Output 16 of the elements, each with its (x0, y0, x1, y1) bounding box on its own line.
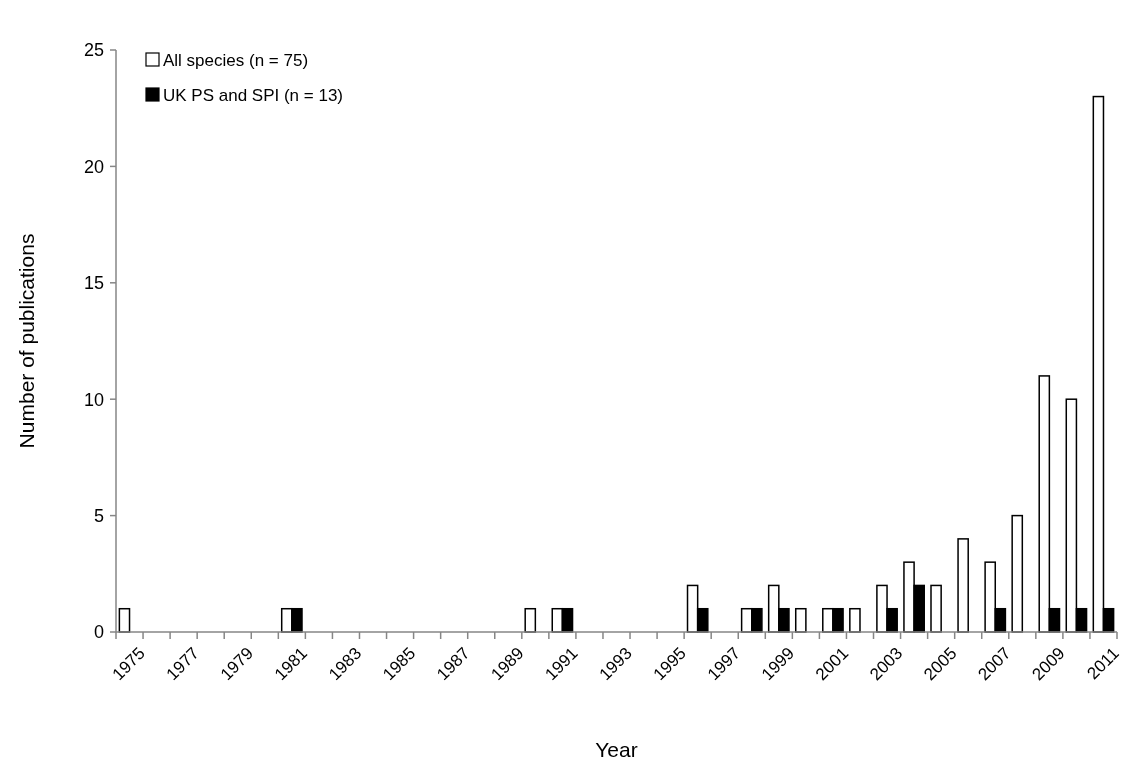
y-tick-label: 5 (93, 505, 104, 526)
y-tick-label: 20 (83, 156, 104, 177)
bar (957, 538, 969, 633)
y-tick-label: 10 (83, 389, 104, 410)
x-axis-title: Year (595, 738, 638, 761)
y-tick-label: 0 (93, 622, 104, 643)
y-tick-label: 15 (83, 273, 104, 294)
y-axis-title: Number of publications (15, 233, 38, 449)
bar (849, 607, 861, 633)
legend-label: UK PS and SPI (n = 13) (163, 85, 344, 105)
bar (930, 584, 942, 633)
bar (524, 607, 537, 633)
legend-label: All species (n = 75) (163, 50, 309, 70)
bar (794, 607, 807, 633)
bar (1011, 514, 1024, 633)
y-tick-label: 25 (83, 40, 104, 61)
